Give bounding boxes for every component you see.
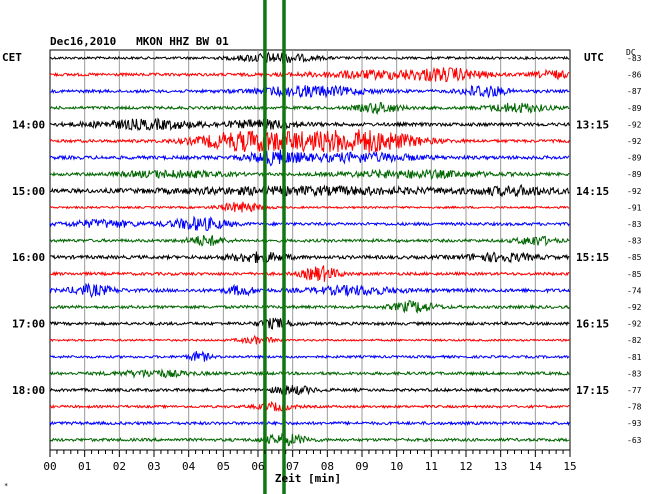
cet-label: 18:00 [12, 384, 45, 397]
cet-label: 14:00 [12, 118, 45, 131]
trace-group [49, 51, 570, 447]
trace-row-7 [49, 168, 570, 180]
x-tick-label: 11 [425, 460, 438, 473]
dc-value: -92 [627, 120, 642, 129]
x-tick-label: 03 [147, 460, 160, 473]
x-tick-label: 13 [494, 460, 507, 473]
trace-row-14 [49, 282, 570, 299]
x-tick-label: 06 [251, 460, 264, 473]
trace-row-17 [49, 334, 570, 345]
utc-label: 14:15 [576, 185, 609, 198]
trace-row-16 [49, 317, 570, 330]
trace-row-9 [49, 201, 570, 213]
dc-value: -89 [627, 154, 642, 163]
grid-lines [84, 50, 536, 450]
dc-value: -92 [627, 303, 642, 312]
dc-value: -78 [627, 403, 642, 412]
trace-row-22 [49, 420, 570, 427]
trace-row-15 [49, 299, 570, 314]
trace-row-12 [49, 251, 570, 264]
chart-title: Dec16,2010 MKON HHZ BW 01 [50, 35, 229, 48]
x-tick-label: 08 [321, 460, 334, 473]
dc-value: -89 [627, 170, 642, 179]
dc-value: -81 [627, 353, 642, 362]
trace-row-8 [49, 183, 570, 198]
dc-value: -83 [627, 369, 642, 378]
dc-label: DC [626, 48, 636, 57]
trace-row-1 [49, 66, 570, 83]
corner-mark: * [4, 482, 8, 490]
utc-time-labels: 13:15 14:15 15:15 16:15 17:15 [576, 118, 609, 397]
dc-value: -85 [627, 253, 642, 262]
trace-row-5 [49, 129, 570, 153]
cet-axis-label: CET [2, 51, 22, 64]
dc-value: -92 [627, 187, 642, 196]
cet-time-labels: 14:00 15:00 16:00 17:00 18:00 [12, 118, 45, 397]
x-tick-label: 15 [563, 460, 576, 473]
dc-value: -92 [627, 137, 642, 146]
event-marker-group [263, 0, 286, 494]
utc-label: 16:15 [576, 318, 609, 331]
dc-value: -77 [627, 386, 642, 395]
x-tick-label: 02 [113, 460, 126, 473]
utc-label: 13:15 [576, 118, 609, 131]
dc-value: -83 [627, 220, 642, 229]
trace-row-6 [49, 149, 570, 167]
x-tick-label: 04 [182, 460, 196, 473]
trace-row-11 [49, 235, 570, 247]
x-tick-label: 14 [529, 460, 543, 473]
utc-axis-label: UTC [584, 51, 604, 64]
dc-value: -85 [627, 270, 642, 279]
trace-row-21 [49, 400, 570, 413]
cet-label: 17:00 [12, 318, 45, 331]
trace-row-18 [49, 350, 570, 362]
dc-value: -89 [627, 104, 642, 113]
trace-row-13 [49, 265, 570, 282]
trace-row-10 [49, 215, 570, 232]
dc-value: -91 [627, 203, 642, 212]
dc-value: -83 [627, 54, 642, 63]
x-tick-label: 05 [217, 460, 230, 473]
x-axis-ticks: 00 01 02 03 04 05 06 07 08 09 10 11 12 13 14 15 [43, 450, 577, 473]
dc-value: -74 [627, 286, 642, 295]
trace-row-3 [49, 102, 570, 116]
utc-label: 17:15 [576, 384, 609, 397]
trace-row-0 [49, 51, 570, 64]
trace-row-19 [49, 368, 570, 379]
x-tick-label: 01 [78, 460, 91, 473]
trace-row-23 [49, 432, 570, 447]
plot-frame [49, 49, 571, 451]
trace-row-2 [49, 84, 570, 99]
dc-value-labels: -83 -86 -87 -89 -92 -92 -89 -89 -92 -91 -83 -83 -85 -… [627, 54, 642, 445]
trace-row-4 [49, 117, 570, 132]
cet-label: 16:00 [12, 251, 45, 264]
x-tick-label: 00 [43, 460, 56, 473]
x-tick-label: 07 [286, 460, 299, 473]
dc-value: -82 [627, 336, 642, 345]
dc-value: -92 [627, 320, 642, 329]
x-axis-label: Zeit [min] [275, 472, 341, 485]
dc-value: -63 [627, 436, 642, 445]
cet-label: 15:00 [12, 185, 45, 198]
dc-value: -87 [627, 87, 642, 96]
dc-value: -83 [627, 237, 642, 246]
utc-label: 15:15 [576, 251, 609, 264]
x-tick-label: 09 [355, 460, 368, 473]
x-tick-label: 12 [459, 460, 472, 473]
trace-row-20 [49, 385, 570, 396]
dc-value: -86 [627, 71, 642, 80]
dc-value: -93 [627, 419, 642, 428]
x-tick-label: 10 [390, 460, 403, 473]
